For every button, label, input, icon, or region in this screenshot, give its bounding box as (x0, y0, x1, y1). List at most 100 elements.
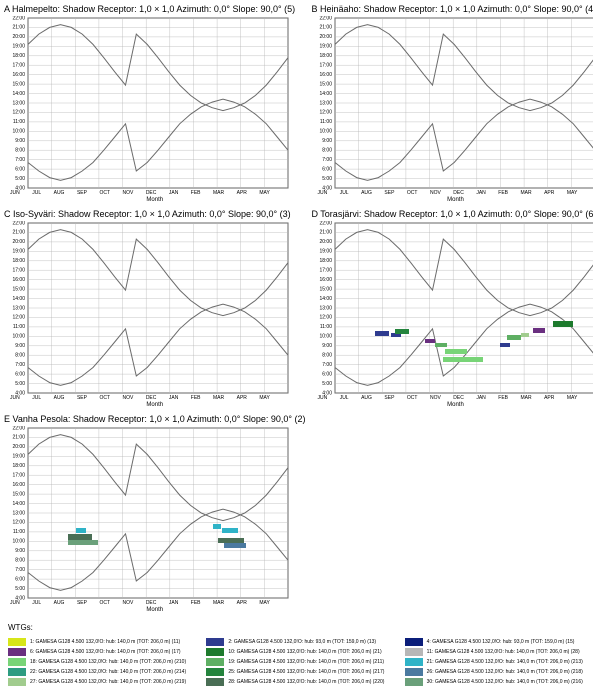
x-label: Month (4, 402, 305, 408)
legend-label: 11: GAMESA G128 4.500 132,0!O: hub: 140,… (427, 649, 580, 655)
x-label: Month (4, 607, 305, 613)
svg-text:12:00: 12:00 (12, 110, 25, 116)
svg-text:16:00: 16:00 (12, 72, 25, 78)
svg-text:21:00: 21:00 (320, 25, 333, 31)
svg-text:18:00: 18:00 (320, 53, 333, 59)
svg-text:8:00: 8:00 (323, 148, 333, 154)
x-ticks: JUNJULAUGSEPOCTNOVDECJANFEBMARAPRMAY (315, 395, 579, 401)
svg-text:13:00: 13:00 (12, 100, 25, 106)
svg-text:12:00: 12:00 (12, 315, 25, 321)
chart-title: D Torasjärvi: Shadow Receptor: 1,0 × 1,0… (311, 209, 593, 219)
svg-text:14:00: 14:00 (12, 296, 25, 302)
legend-swatch (206, 658, 224, 666)
legend-swatch (206, 668, 224, 676)
svg-text:20:00: 20:00 (320, 34, 333, 40)
chart-title: E Vanha Pesola: Shadow Receptor: 1,0 × 1… (4, 414, 305, 424)
legend-swatch (405, 638, 423, 646)
svg-text:6:00: 6:00 (15, 576, 25, 582)
svg-text:19:00: 19:00 (320, 44, 333, 50)
svg-text:11:00: 11:00 (320, 324, 332, 330)
svg-text:10:00: 10:00 (12, 334, 25, 340)
legend-swatch (405, 658, 423, 666)
svg-text:11:00: 11:00 (13, 324, 25, 330)
svg-text:7:00: 7:00 (15, 362, 25, 368)
svg-text:22:00: 22:00 (12, 221, 25, 226)
svg-text:5:00: 5:00 (15, 381, 25, 387)
svg-text:17:00: 17:00 (12, 63, 25, 69)
legend-item: 25: GAMESA G128 4.500 132,0!O: hub: 140,… (206, 668, 386, 676)
legend-swatch (405, 668, 423, 676)
legend-item: 2: GAMESA G128 4.500 132,0!O: hub: 93,0 … (206, 638, 386, 646)
legend-item: 27: GAMESA G128 4.500 132,0!O: hub: 140,… (8, 678, 188, 686)
svg-text:8:00: 8:00 (15, 558, 25, 564)
svg-text:8:00: 8:00 (15, 353, 25, 359)
legend-item: 11: GAMESA G128 4.500 132,0!O: hub: 140,… (405, 648, 585, 656)
legend-label: 21: GAMESA G128 4.500 132,0!O: hub: 140,… (427, 659, 583, 665)
svg-text:7:00: 7:00 (323, 157, 333, 163)
legend-label: 28: GAMESA G128 4.500 132,0!O: hub: 140,… (228, 679, 384, 685)
svg-text:11:00: 11:00 (13, 529, 25, 535)
legend-item: 21: GAMESA G128 4.500 132,0!O: hub: 140,… (405, 658, 585, 666)
legend-item: 18: GAMESA G128 4.500 132,0!O: hub: 140,… (8, 658, 188, 666)
svg-text:22:00: 22:00 (12, 426, 25, 431)
chart-title: B Heinäaho: Shadow Receptor: 1,0 × 1,0 A… (311, 4, 593, 14)
legend-swatch (206, 638, 224, 646)
svg-text:22:00: 22:00 (320, 221, 333, 226)
x-ticks: JUNJULAUGSEPOCTNOVDECJANFEBMARAPRMAY (8, 190, 272, 196)
legend-label: 4: GAMESA G128 4.500 132,0!O: hub: 93,0 … (427, 639, 575, 645)
legend-label: 22: GAMESA G128 4.500 132,0!O: hub: 140,… (30, 669, 186, 675)
svg-text:5:00: 5:00 (15, 176, 25, 182)
svg-text:9:00: 9:00 (15, 548, 25, 554)
svg-text:18:00: 18:00 (12, 53, 25, 59)
chart-title: A Halmepelto: Shadow Receptor: 1,0 × 1,0… (4, 4, 305, 14)
svg-text:5:00: 5:00 (323, 381, 333, 387)
chart-C: C Iso-Syväri: Shadow Receptor: 1,0 × 1,0… (4, 209, 305, 408)
legend-swatch (405, 678, 423, 686)
svg-text:9:00: 9:00 (323, 138, 333, 144)
svg-text:12:00: 12:00 (320, 315, 333, 321)
legend-swatch (8, 658, 26, 666)
svg-text:15:00: 15:00 (320, 286, 333, 292)
svg-text:17:00: 17:00 (12, 473, 25, 479)
svg-text:16:00: 16:00 (12, 277, 25, 283)
legend-label: 10: GAMESA G128 4.500 132,0!O: hub: 140,… (228, 649, 381, 655)
svg-text:20:00: 20:00 (12, 34, 25, 40)
svg-text:9:00: 9:00 (323, 343, 333, 349)
legend-grid: 1: GAMESA G128 4.500 132,0!O: hub: 140,0… (0, 634, 593, 690)
legend-item: 26: GAMESA G128 4.500 132,0!O: hub: 140,… (405, 668, 585, 676)
svg-text:22:00: 22:00 (12, 16, 25, 21)
legend-label: 19: GAMESA G128 4.500 132,0!O: hub: 140,… (228, 659, 384, 665)
svg-text:22:00: 22:00 (320, 16, 333, 21)
svg-text:10:00: 10:00 (12, 129, 25, 135)
svg-text:21:00: 21:00 (12, 25, 25, 31)
x-label: Month (4, 197, 305, 203)
svg-text:13:00: 13:00 (320, 100, 333, 106)
svg-text:9:00: 9:00 (15, 138, 25, 144)
chart-plot: 4:005:006:007:008:009:0010:0011:0012:001… (311, 16, 593, 190)
svg-text:17:00: 17:00 (12, 268, 25, 274)
svg-text:14:00: 14:00 (320, 296, 333, 302)
svg-text:21:00: 21:00 (12, 230, 25, 236)
svg-text:14:00: 14:00 (12, 91, 25, 97)
svg-text:8:00: 8:00 (15, 148, 25, 154)
x-ticks: JUNJULAUGSEPOCTNOVDECJANFEBMARAPRMAY (315, 190, 579, 196)
svg-text:11:00: 11:00 (320, 119, 332, 125)
svg-text:16:00: 16:00 (320, 277, 333, 283)
svg-text:13:00: 13:00 (12, 510, 25, 516)
chart-plot: 4:005:006:007:008:009:0010:0011:0012:001… (4, 426, 305, 600)
svg-text:16:00: 16:00 (12, 482, 25, 488)
svg-text:18:00: 18:00 (12, 463, 25, 469)
legend-item: 22: GAMESA G128 4.500 132,0!O: hub: 140,… (8, 668, 188, 676)
svg-text:9:00: 9:00 (15, 343, 25, 349)
svg-text:15:00: 15:00 (320, 81, 333, 87)
svg-text:6:00: 6:00 (323, 371, 333, 377)
svg-text:19:00: 19:00 (12, 44, 25, 50)
chart-B: B Heinäaho: Shadow Receptor: 1,0 × 1,0 A… (311, 4, 593, 203)
svg-text:14:00: 14:00 (12, 501, 25, 507)
svg-text:15:00: 15:00 (12, 81, 25, 87)
svg-text:19:00: 19:00 (12, 249, 25, 255)
legend-swatch (8, 678, 26, 686)
svg-text:11:00: 11:00 (13, 119, 25, 125)
legend-heading: WTGs: (0, 617, 593, 634)
svg-text:10:00: 10:00 (12, 539, 25, 545)
